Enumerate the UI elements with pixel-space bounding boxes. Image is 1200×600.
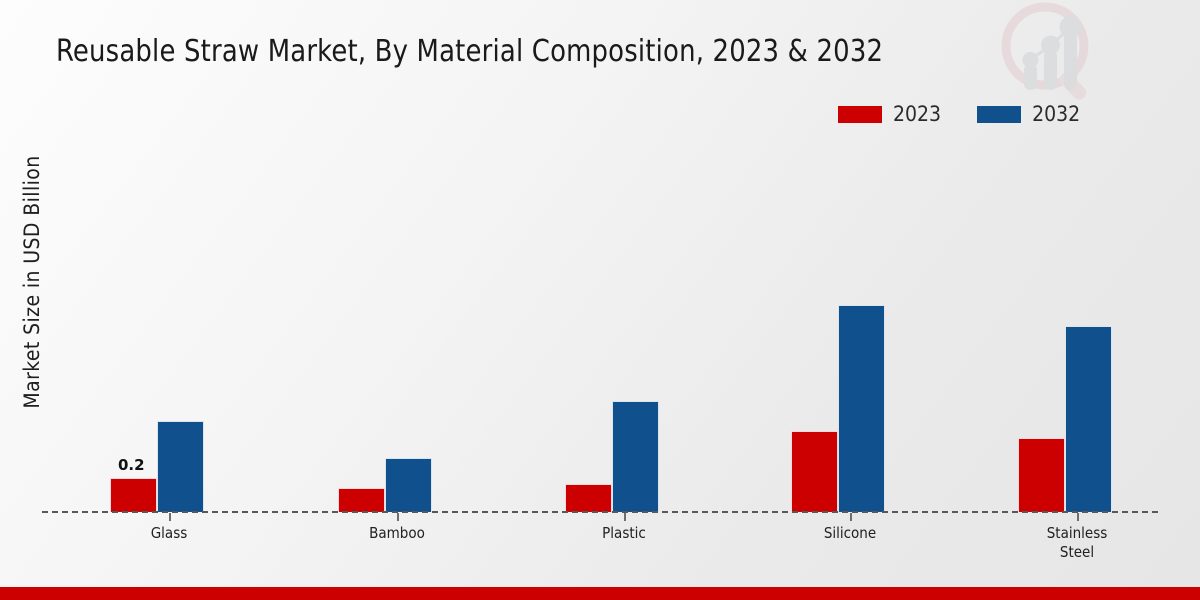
x-tick-1: [397, 513, 399, 521]
x-tick-4: [1077, 513, 1079, 521]
footer-accent-bar: [0, 587, 1200, 600]
legend-swatch-2032: [977, 106, 1022, 123]
bar-stainless-steel-2023[interactable]: [1018, 438, 1065, 512]
legend-label-2032: 2032: [1032, 102, 1081, 126]
category-label-stainless-steel: Stainless Steel: [1046, 524, 1108, 561]
legend-item-2023[interactable]: 2023: [838, 104, 941, 125]
bar-silicone-2032[interactable]: [838, 305, 885, 512]
category-label-glass: Glass: [150, 524, 188, 542]
chart-legend: 2023 2032: [838, 104, 1080, 125]
bar-plastic-2032[interactable]: [612, 401, 659, 512]
x-tick-0: [169, 513, 171, 521]
bar-bamboo-2023[interactable]: [338, 488, 385, 512]
x-axis-baseline: [42, 511, 1158, 513]
legend-item-2032[interactable]: 2032: [977, 104, 1080, 125]
bar-bamboo-2032[interactable]: [385, 458, 432, 512]
bar-glass-2023[interactable]: [110, 478, 157, 512]
bar-silicone-2023[interactable]: [791, 431, 838, 512]
x-tick-2: [624, 513, 626, 521]
legend-swatch-2023: [838, 106, 882, 123]
bar-value-label-glass-2023: 0.2: [118, 456, 145, 474]
bar-plastic-2023[interactable]: [565, 484, 612, 512]
chart-title: Reusable Straw Market, By Material Compo…: [56, 34, 884, 69]
bar-stainless-steel-2032[interactable]: [1065, 326, 1112, 512]
x-tick-3: [850, 513, 852, 521]
bar-glass-2032[interactable]: [157, 421, 204, 512]
category-label-plastic: Plastic: [602, 524, 646, 542]
category-label-bamboo: Bamboo: [369, 524, 425, 542]
legend-label-2023: 2023: [893, 102, 942, 126]
category-label-silicone: Silicone: [823, 524, 877, 542]
